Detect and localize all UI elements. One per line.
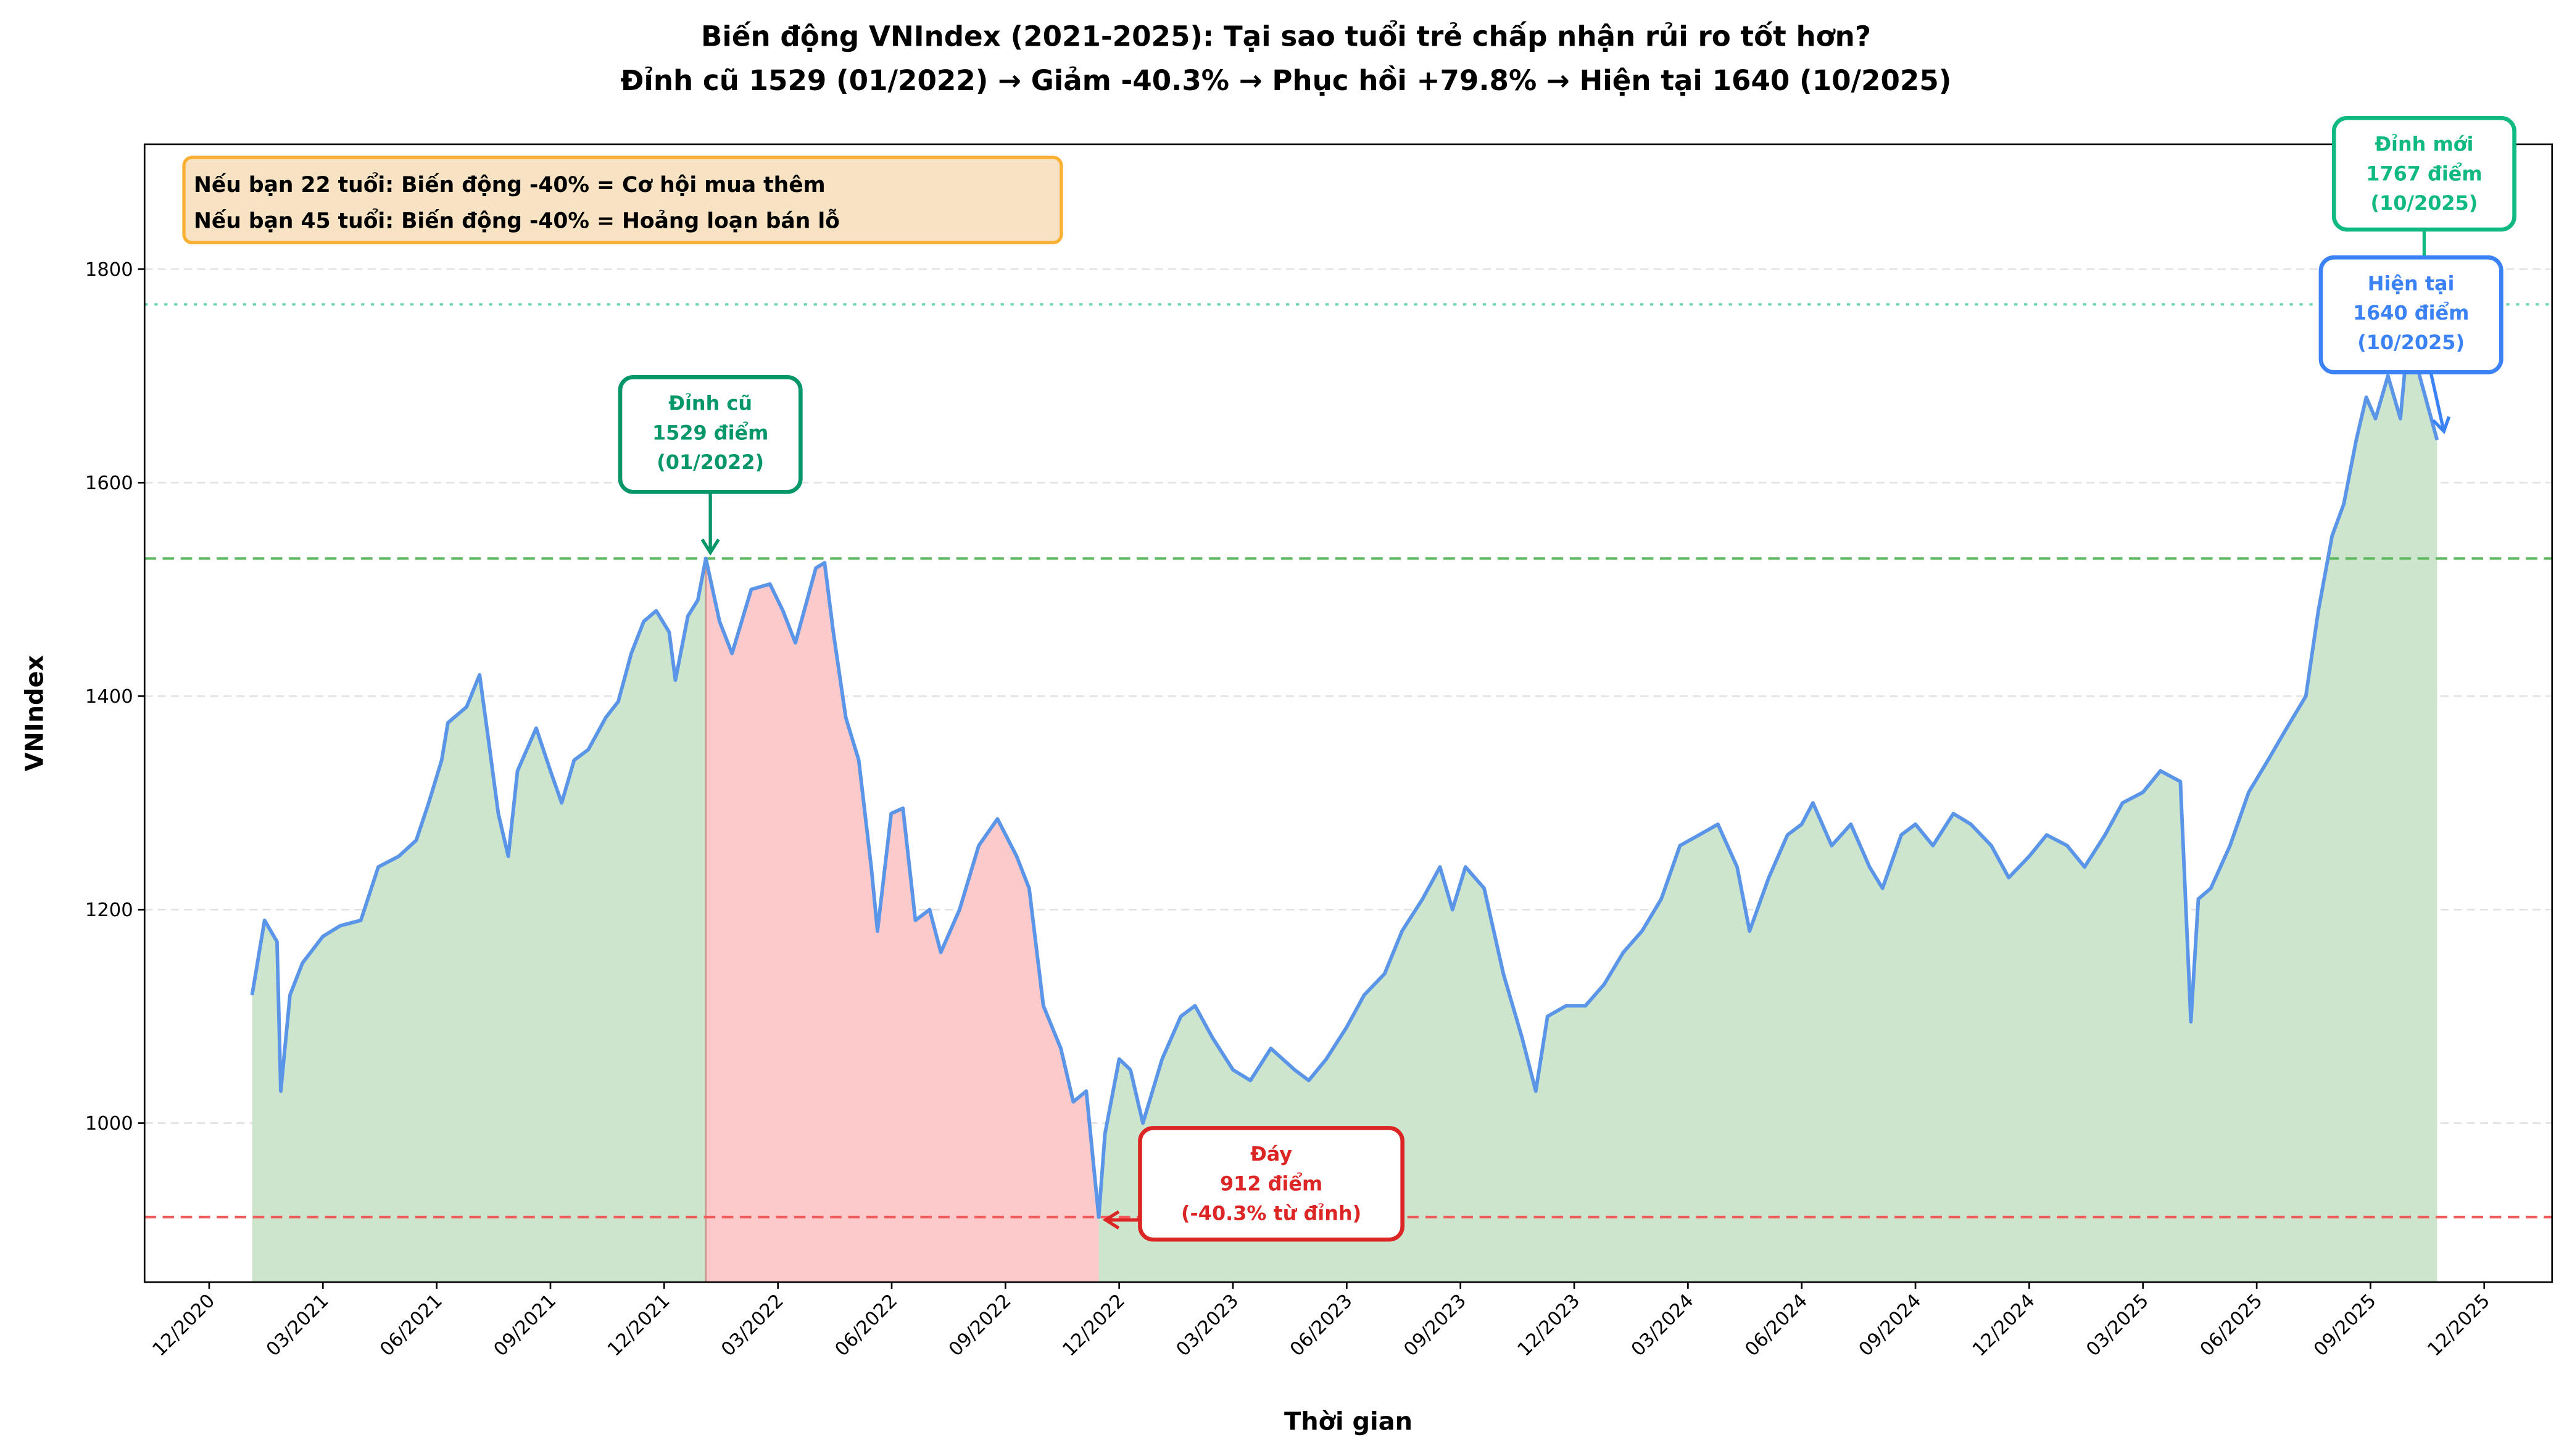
chart-subtitle: Đỉnh cũ 1529 (01/2022) → Giảm -40.3% → P… (621, 64, 1952, 97)
annotations: Đỉnh cũ 1529 điểm (01/2022) Đáy 912 điểm (-40… (618, 116, 2516, 1242)
info-line-2: Nếu bạn 45 tuổi: Biến động -40% = Hoảng … (194, 208, 840, 233)
arrow-head-icon (2431, 416, 2451, 434)
annotation-text: 1767 điểm (2366, 162, 2482, 185)
x-tick-label: 03/2021 (262, 1290, 333, 1360)
y-axis-label: VNIndex (20, 655, 49, 771)
annotation-old_peak: Đỉnh cũ 1529 điểm (01/2022) (618, 374, 803, 556)
annotation-box (2331, 116, 2516, 232)
area-fill-drawdown (705, 558, 1099, 1283)
x-tick-label: 09/2024 (1855, 1290, 1925, 1360)
info-box: Nếu bạn 22 tuổi: Biến động -40% = Cơ hội… (182, 155, 1063, 244)
x-tick-label: 12/2020 (149, 1290, 219, 1360)
chart-title: Biến động VNIndex (2021-2025): Tại sao t… (701, 20, 1871, 52)
annotation-new_peak: Đỉnh mới 1767 điểm (10/2025) (2331, 116, 2516, 263)
annotation-text: 912 điểm (1220, 1172, 1322, 1195)
x-tick-label: 09/2023 (1400, 1290, 1471, 1360)
annotation-text: (-40.3% từ đỉnh) (1181, 1201, 1361, 1225)
annotation-arrow (2429, 371, 2445, 432)
reference-lines (144, 303, 2552, 1218)
x-tick-label: 09/2021 (490, 1290, 560, 1360)
annotation-box (2318, 255, 2504, 374)
arrow-head-icon (700, 538, 720, 556)
annotation-text: Đáy (1250, 1143, 1292, 1166)
annotation-text: (01/2022) (657, 450, 764, 474)
annotation-text: Đỉnh cũ (668, 391, 752, 415)
x-tick-label: 06/2021 (376, 1290, 446, 1360)
y-tick-label: 1000 (85, 1113, 133, 1135)
annotation-text: 1529 điểm (652, 421, 768, 444)
x-tick-label: 06/2022 (831, 1290, 902, 1360)
x-tick-label: 03/2025 (2083, 1290, 2153, 1360)
info-line-1: Nếu bạn 22 tuổi: Biến động -40% = Cơ hội… (194, 172, 826, 197)
area-fills (252, 304, 2437, 1283)
annotation-bottom: Đáy 912 điểm (-40.3% từ đỉnh) (1102, 1126, 1405, 1242)
area-fill-recovery (1098, 304, 2437, 1283)
x-tick-label: 12/2025 (2424, 1290, 2494, 1360)
y-axis: 1000 1200 1400 1600 1800 (85, 259, 145, 1135)
x-tick-label: 12/2024 (1968, 1290, 2039, 1360)
x-tick-label: 03/2023 (1172, 1290, 1243, 1360)
x-tick-label: 09/2022 (945, 1290, 1015, 1360)
x-tick-label: 06/2024 (1741, 1290, 1812, 1360)
annotation-box (618, 374, 803, 494)
y-tick-label: 1200 (85, 900, 133, 921)
area-fill-before-peak (252, 558, 706, 1283)
x-tick-label: 12/2021 (604, 1290, 674, 1360)
x-tick-label: 12/2023 (1514, 1290, 1584, 1360)
annotation-text: 1640 điểm (2353, 301, 2469, 325)
annotation-text: (10/2025) (2357, 331, 2465, 354)
x-tick-label: 06/2025 (2196, 1290, 2267, 1360)
x-tick-label: 06/2023 (1286, 1290, 1356, 1360)
x-axis-label: Thời gian (1284, 1407, 1413, 1436)
annotation-box (1138, 1126, 1405, 1242)
y-tick-label: 1400 (85, 686, 133, 708)
vnindex-line (250, 302, 2439, 1219)
annotation-text: (10/2025) (2370, 191, 2478, 215)
annotation-text: Hiện tại (2368, 271, 2455, 295)
annotation-text: Đỉnh mới (2375, 133, 2473, 156)
x-tick-label: 03/2024 (1627, 1290, 1698, 1360)
x-tick-label: 09/2025 (2310, 1290, 2380, 1360)
annotation-current: Hiện tại 1640 điểm (10/2025) (2318, 255, 2504, 434)
x-tick-label: 12/2022 (1058, 1290, 1129, 1360)
series-lines (250, 302, 2439, 1219)
plot-frame (143, 143, 2553, 1283)
x-axis: 12/2020 03/2021 06/2021 09/2021 12/2021 03/20… (149, 1282, 2494, 1361)
arrow-head-icon (1102, 1210, 1120, 1230)
y-tick-label: 1800 (85, 259, 133, 281)
y-tick-label: 1600 (85, 473, 133, 494)
x-tick-label: 03/2022 (717, 1290, 787, 1360)
info-box-background (182, 155, 1063, 244)
